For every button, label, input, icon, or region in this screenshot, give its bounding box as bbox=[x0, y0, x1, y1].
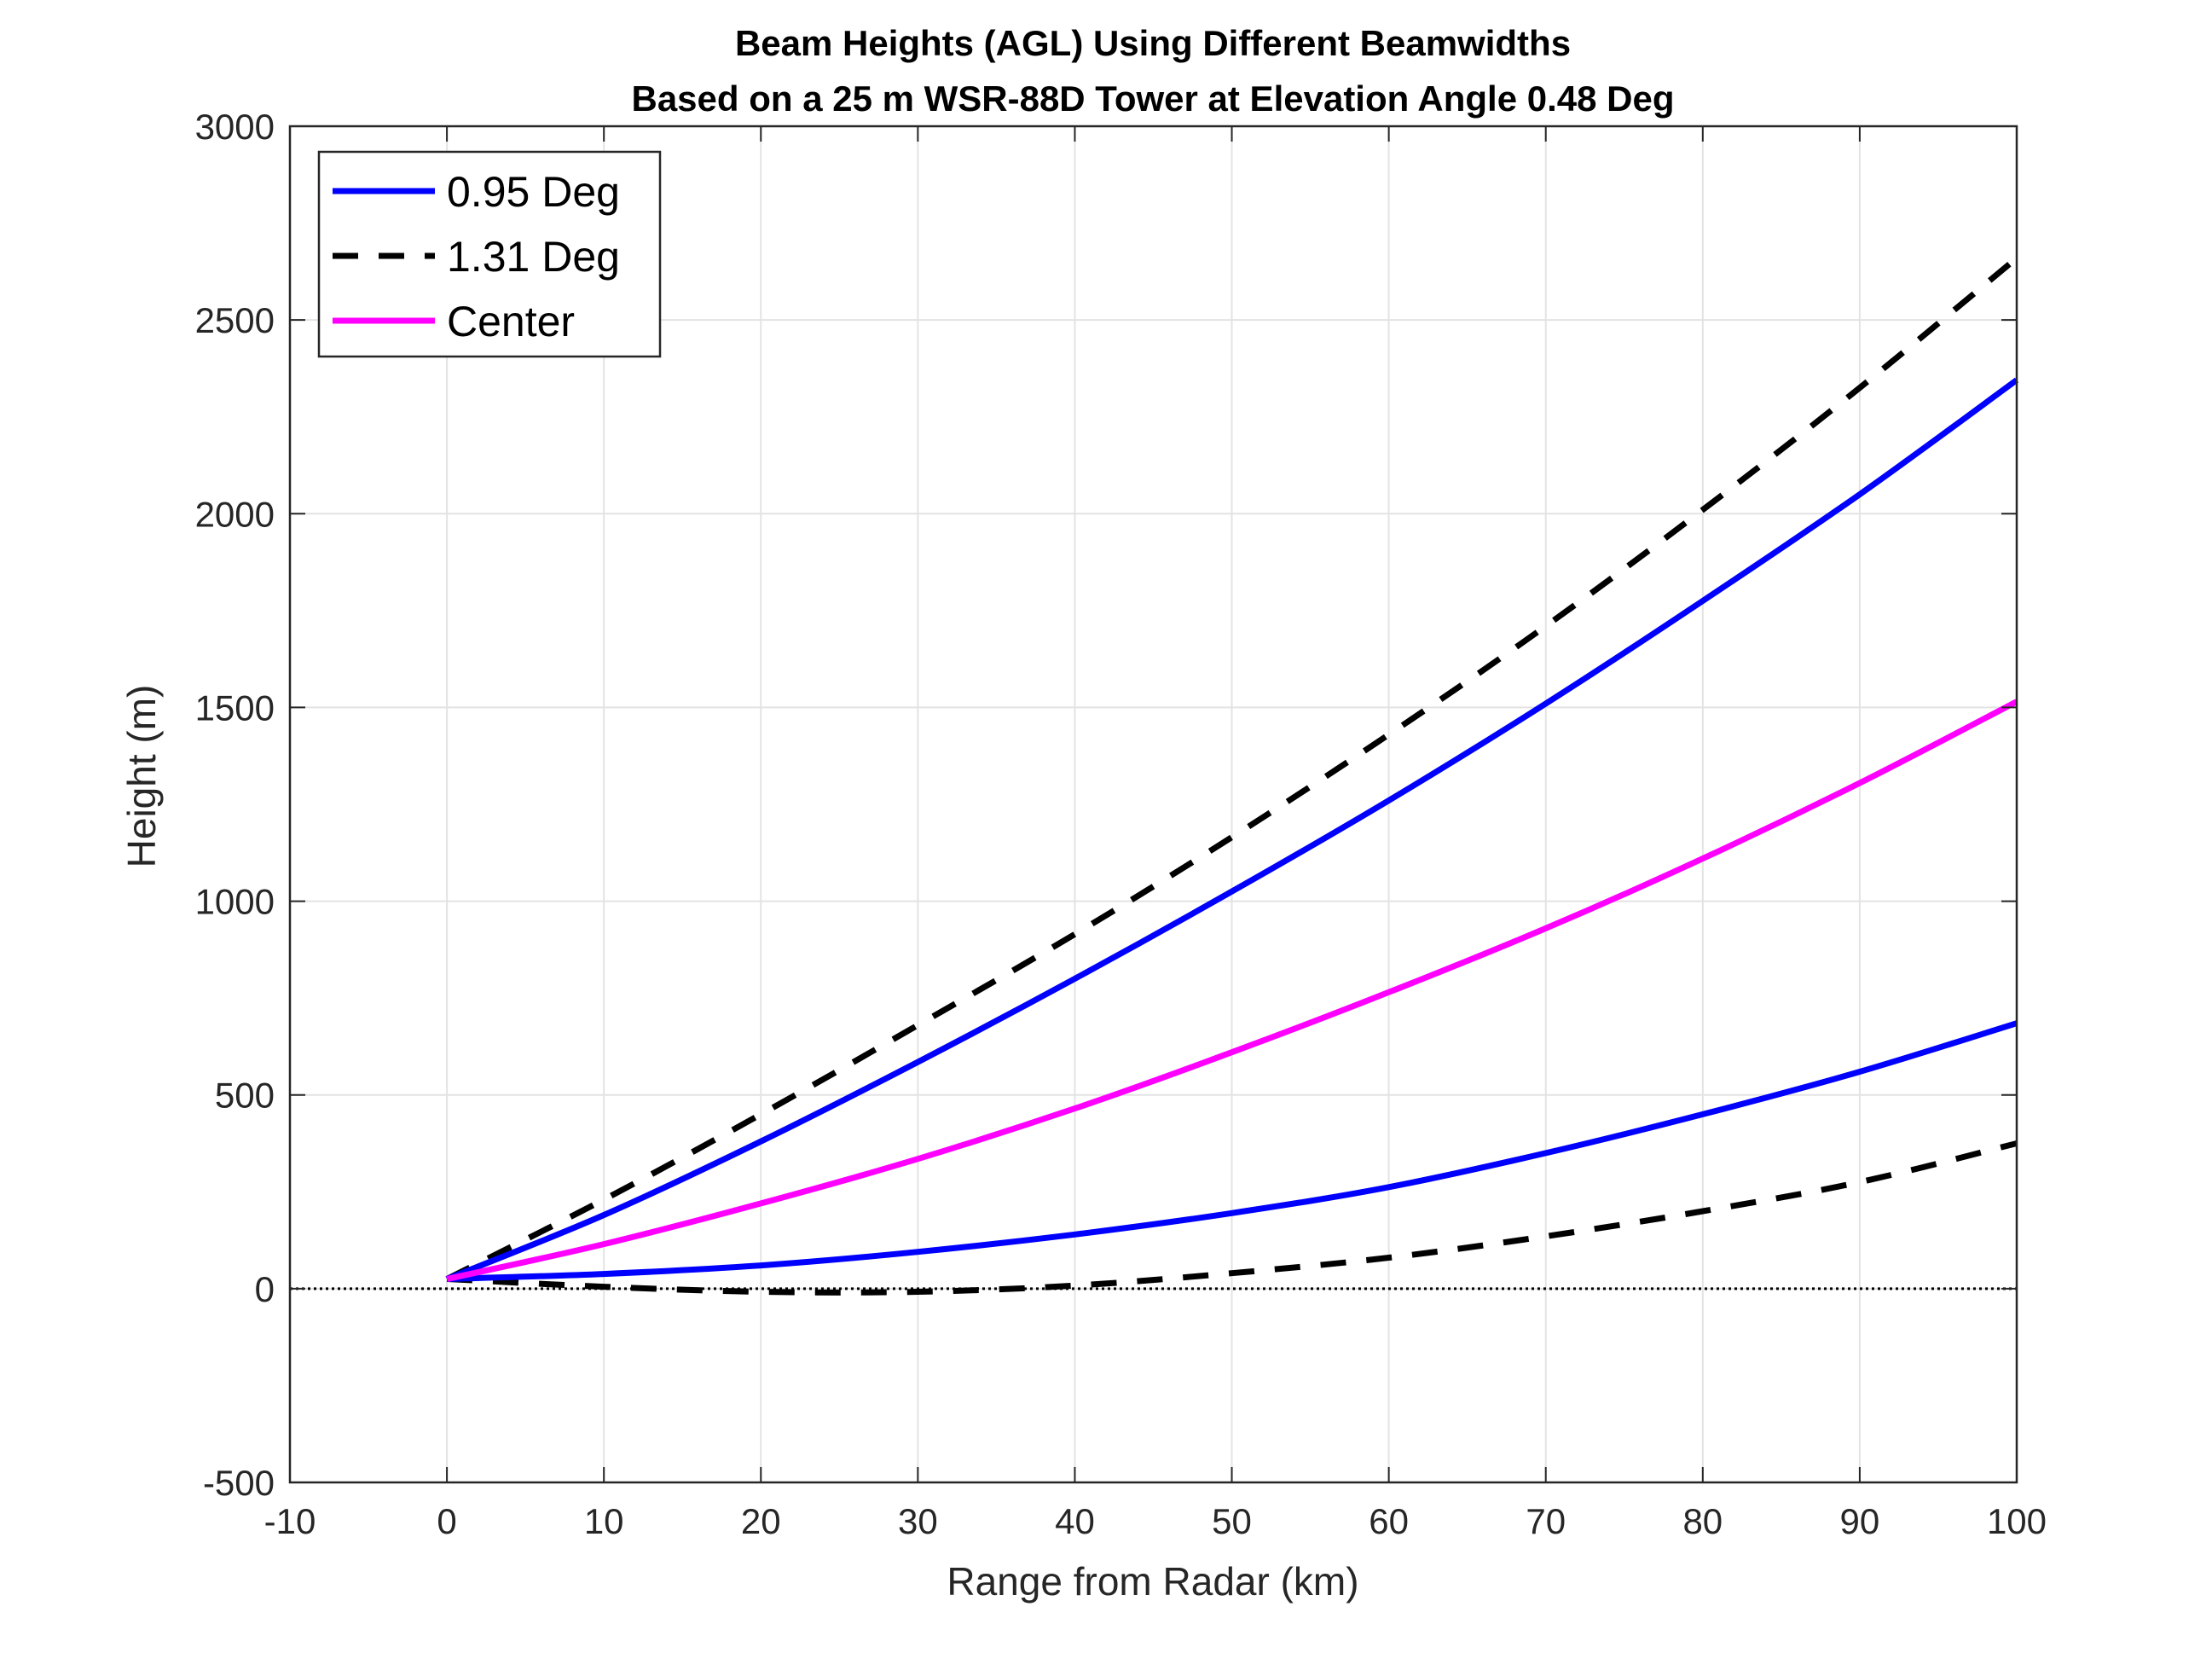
y-tick-label: 2500 bbox=[195, 300, 275, 340]
x-tick-label: 50 bbox=[1212, 1501, 1252, 1541]
x-tick-label: 10 bbox=[584, 1501, 624, 1541]
y-tick-label: 3000 bbox=[195, 107, 275, 147]
tick-labels: -10 0 10 20 30 40 50 60 70 80 90 100 -500 0 500 1000 150… bbox=[195, 107, 2047, 1541]
x-tick-label: 80 bbox=[1682, 1501, 1723, 1541]
x-tick-label: 0 bbox=[437, 1501, 456, 1541]
x-tick-label: 60 bbox=[1369, 1501, 1409, 1541]
x-tick-label: 90 bbox=[1840, 1501, 1880, 1541]
series-line-0-95-deg-upper bbox=[445, 377, 2019, 1282]
y-tick-label: -500 bbox=[203, 1463, 275, 1503]
series-lines bbox=[290, 255, 2019, 1296]
y-tick-label: 1000 bbox=[195, 882, 275, 922]
y-tick-label: 0 bbox=[255, 1269, 275, 1309]
chart-title: Beam Heights (AGL) Using Different Beamw… bbox=[735, 23, 1571, 63]
x-tick-label: 70 bbox=[1526, 1501, 1566, 1541]
axes bbox=[288, 125, 2018, 1484]
axes-box bbox=[288, 125, 2018, 1484]
series-line-0-95-deg-lower bbox=[446, 1020, 2018, 1282]
legend: 0.95 Deg 1.31 Deg Center bbox=[317, 150, 662, 358]
y-tick-label: 1500 bbox=[195, 687, 275, 728]
legend-label-center: Center bbox=[447, 298, 575, 345]
x-tick-label: 40 bbox=[1055, 1501, 1095, 1541]
y-axis-label: Height (m) bbox=[119, 685, 164, 868]
series-line-1-31-deg-lower bbox=[446, 1140, 2018, 1296]
x-axis-label: Range from Radar (km) bbox=[947, 1559, 1358, 1604]
x-tick-label: 30 bbox=[898, 1501, 938, 1541]
legend-label-0-95-deg: 0.95 Deg bbox=[447, 168, 620, 216]
series-line-center-center bbox=[446, 699, 2018, 1282]
x-tick-label: -10 bbox=[264, 1501, 316, 1541]
y-tick-label: 500 bbox=[215, 1076, 275, 1116]
y-tick-label: 2000 bbox=[195, 494, 275, 534]
x-tick-label: 20 bbox=[741, 1501, 781, 1541]
legend-label-1-31-deg: 1.31 Deg bbox=[447, 233, 620, 281]
chart-subtitle: Based on a 25 m WSR-88D Tower at Elevati… bbox=[631, 78, 1674, 119]
x-tick-label: 100 bbox=[1987, 1501, 2047, 1541]
